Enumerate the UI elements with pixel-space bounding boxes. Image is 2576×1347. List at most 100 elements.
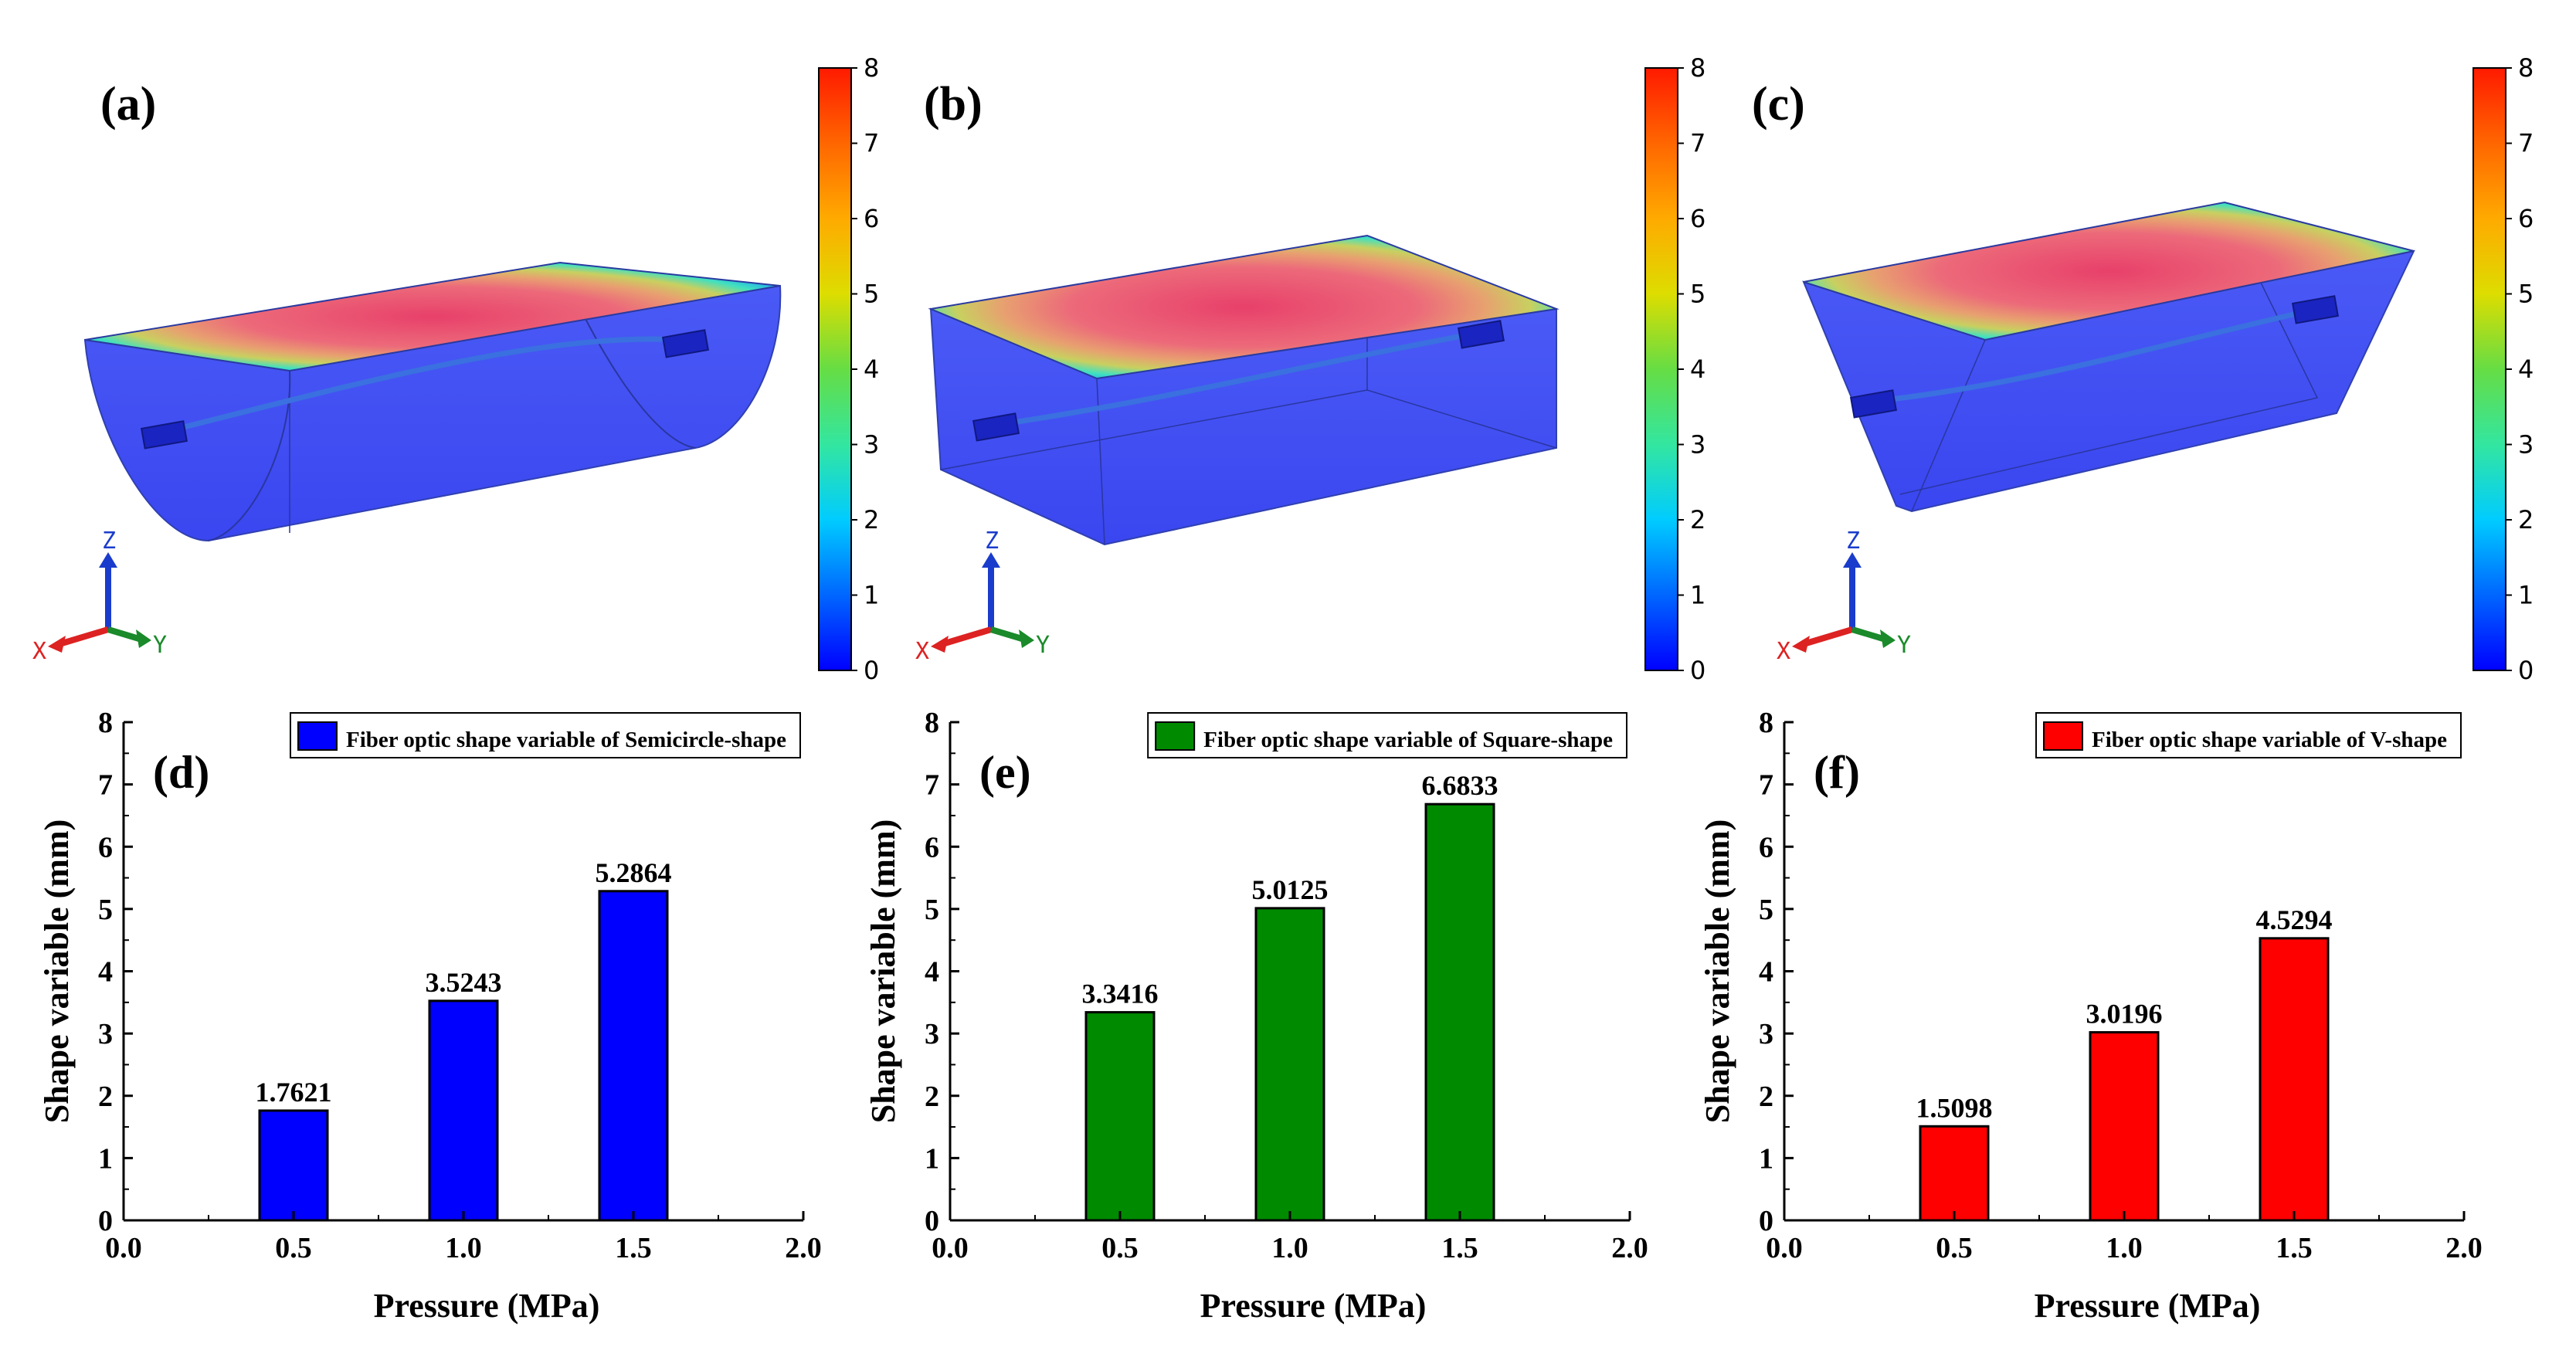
x-tick-label: 2.0 <box>1611 1232 1648 1264</box>
colorbar-tick-label: 6 <box>864 204 879 233</box>
colorbar-tick-label: 2 <box>2518 505 2534 534</box>
fiber-connector-right <box>661 329 709 358</box>
bar-charts: 1.7621 3.5243 5.2864 0 1 2 3 4 5 6 7 8 0.0 0.5 1.0 1.5 2… <box>38 707 2483 1325</box>
colorbar-tick-label: 1 <box>864 581 879 610</box>
colorbar: 0 1 2 3 4 5 6 7 8 <box>818 53 879 685</box>
y-tick-label: 8 <box>925 707 939 739</box>
colorbar-tick-label: 6 <box>1690 204 1705 233</box>
y-tick-label: 2 <box>1759 1081 1773 1113</box>
colorbar-tick-label: 2 <box>1690 505 1705 534</box>
bar <box>428 999 499 1222</box>
colorbar-tick-label: 5 <box>864 280 879 309</box>
legend-swatch <box>1155 721 1196 751</box>
x-tick-label: 1.0 <box>2106 1232 2143 1264</box>
panel-b: (b) Z X Y <box>915 78 1560 665</box>
semicircle-top-heatmap <box>84 261 781 372</box>
legend-box <box>1147 712 1627 758</box>
x-tick-label: 2.0 <box>2445 1232 2483 1264</box>
axes-triad: Z X Y <box>32 528 167 665</box>
y-tick-label: 4 <box>98 956 113 989</box>
x-tick-label: 1.5 <box>1441 1232 1478 1264</box>
axis-z-label: Z <box>1846 528 1860 555</box>
fiber-connector-left <box>972 412 1020 442</box>
colorbar-tick-label: 2 <box>864 505 879 534</box>
bar <box>1919 1125 1990 1222</box>
y-tick-label: 6 <box>925 831 939 864</box>
legend-box <box>2035 712 2462 758</box>
axis-y-label: Y <box>1897 632 1911 659</box>
y-tick-label: 4 <box>1759 956 1773 989</box>
colorbar-tick-label: 7 <box>864 129 879 158</box>
colorbar-tick-label: 4 <box>1690 355 1705 384</box>
y-axis-title: Shape variable (mm) <box>38 819 76 1124</box>
panel-c: (c) Z X Y <box>1752 78 2415 665</box>
x-axis-arrow <box>1804 626 1854 646</box>
axis-z-label: Z <box>985 528 999 555</box>
colorbar-scale <box>1644 67 1678 671</box>
panel-label-a: (a) <box>100 78 156 131</box>
colorbar-tick-label: 5 <box>1690 280 1705 309</box>
panel-label: (e) <box>979 747 1031 798</box>
bar-value-label: 5.0125 <box>1252 874 1329 905</box>
y-tick-label: 5 <box>98 894 113 926</box>
bar-value-label: 3.5243 <box>426 967 502 998</box>
legend-label: Fiber optic shape variable of Square-sha… <box>1203 728 1613 752</box>
colorbar-tick-label: 4 <box>864 355 879 384</box>
bar <box>1424 802 1495 1222</box>
x-tick-label: 1.0 <box>1271 1232 1308 1264</box>
legend-label: Fiber optic shape variable of Semicircle… <box>346 728 786 752</box>
axis-x-label: X <box>1777 638 1790 665</box>
fiber-optic <box>1868 306 2318 405</box>
panel-label: (f) <box>1814 747 1860 798</box>
colorbar-tick-label: 7 <box>1690 129 1705 158</box>
y-tick-label: 3 <box>925 1018 939 1050</box>
bar-value-label: 4.5294 <box>2256 904 2333 935</box>
colorbar-tick-label: 3 <box>2518 430 2534 460</box>
y-tick-label: 7 <box>98 769 113 802</box>
bar-chart: 1.5098 3.0196 4.5294 0 1 2 3 4 5 6 7 8 0.0 0.5 1.0 1.5 2… <box>1699 707 2483 1325</box>
colorbar-tick-label: 8 <box>2518 53 2534 83</box>
panel-a: (a) Z X Y <box>32 78 782 665</box>
colorbar-scale <box>2472 67 2506 671</box>
x-axis-title: Pressure (MPa) <box>2035 1287 2261 1325</box>
y-axis-arrow <box>989 626 1023 642</box>
x-tick-label: 2.0 <box>785 1232 822 1264</box>
x-tick-label: 0.0 <box>105 1232 142 1264</box>
y-tick-label: 5 <box>925 894 939 926</box>
square-hidden-edges <box>940 389 1557 470</box>
y-tick-label: 1 <box>925 1142 939 1175</box>
bar-value-label: 3.3416 <box>1082 979 1159 1009</box>
colorbar: 0 1 2 3 4 5 6 7 8 <box>2472 53 2534 685</box>
colorbar-tick-label: 3 <box>864 430 879 460</box>
bar-value-label: 1.5098 <box>1916 1092 1993 1123</box>
bar <box>598 890 669 1222</box>
legend-label: Fiber optic shape variable of V-shape <box>2092 728 2447 752</box>
colorbar-tick-label: 7 <box>2518 129 2534 158</box>
fiber-connector-right <box>1457 320 1505 349</box>
y-tick-label: 6 <box>98 831 113 864</box>
x-axis-title: Pressure (MPa) <box>374 1287 600 1325</box>
colorbar-tick-label: 8 <box>864 53 879 83</box>
axis-z-label: Z <box>102 528 116 555</box>
y-axis-title: Shape variable (mm) <box>864 819 902 1124</box>
colorbar-tick-label: 4 <box>2518 355 2534 384</box>
panel-label-c: (c) <box>1752 78 1805 131</box>
panel-label: (d) <box>153 747 209 798</box>
axis-y-label: Y <box>153 632 167 659</box>
x-tick-label: 0.5 <box>275 1232 312 1264</box>
colorbar-tick-label: 1 <box>2518 581 2534 610</box>
y-axis-arrow <box>107 626 141 642</box>
y-axis-title: Shape variable (mm) <box>1699 819 1736 1124</box>
axes-triad: Z X Y <box>1777 528 1911 665</box>
fiber-optic <box>161 336 680 436</box>
colorbars: 0 1 2 3 4 5 6 7 8 0 1 2 3 4 5 6 7 8 0 1 2 3 4 5 6 7 8 <box>818 53 2534 685</box>
y-tick-label: 1 <box>1759 1142 1773 1175</box>
bar <box>1254 907 1325 1222</box>
colorbar-tick-label: 0 <box>2518 656 2534 685</box>
x-tick-label: 1.5 <box>2276 1232 2313 1264</box>
fiber-connector-right <box>2291 295 2339 324</box>
vshape-top-heatmap <box>1803 201 2415 341</box>
y-tick-label: 6 <box>1759 831 1773 864</box>
x-axis-arrow <box>943 626 993 646</box>
